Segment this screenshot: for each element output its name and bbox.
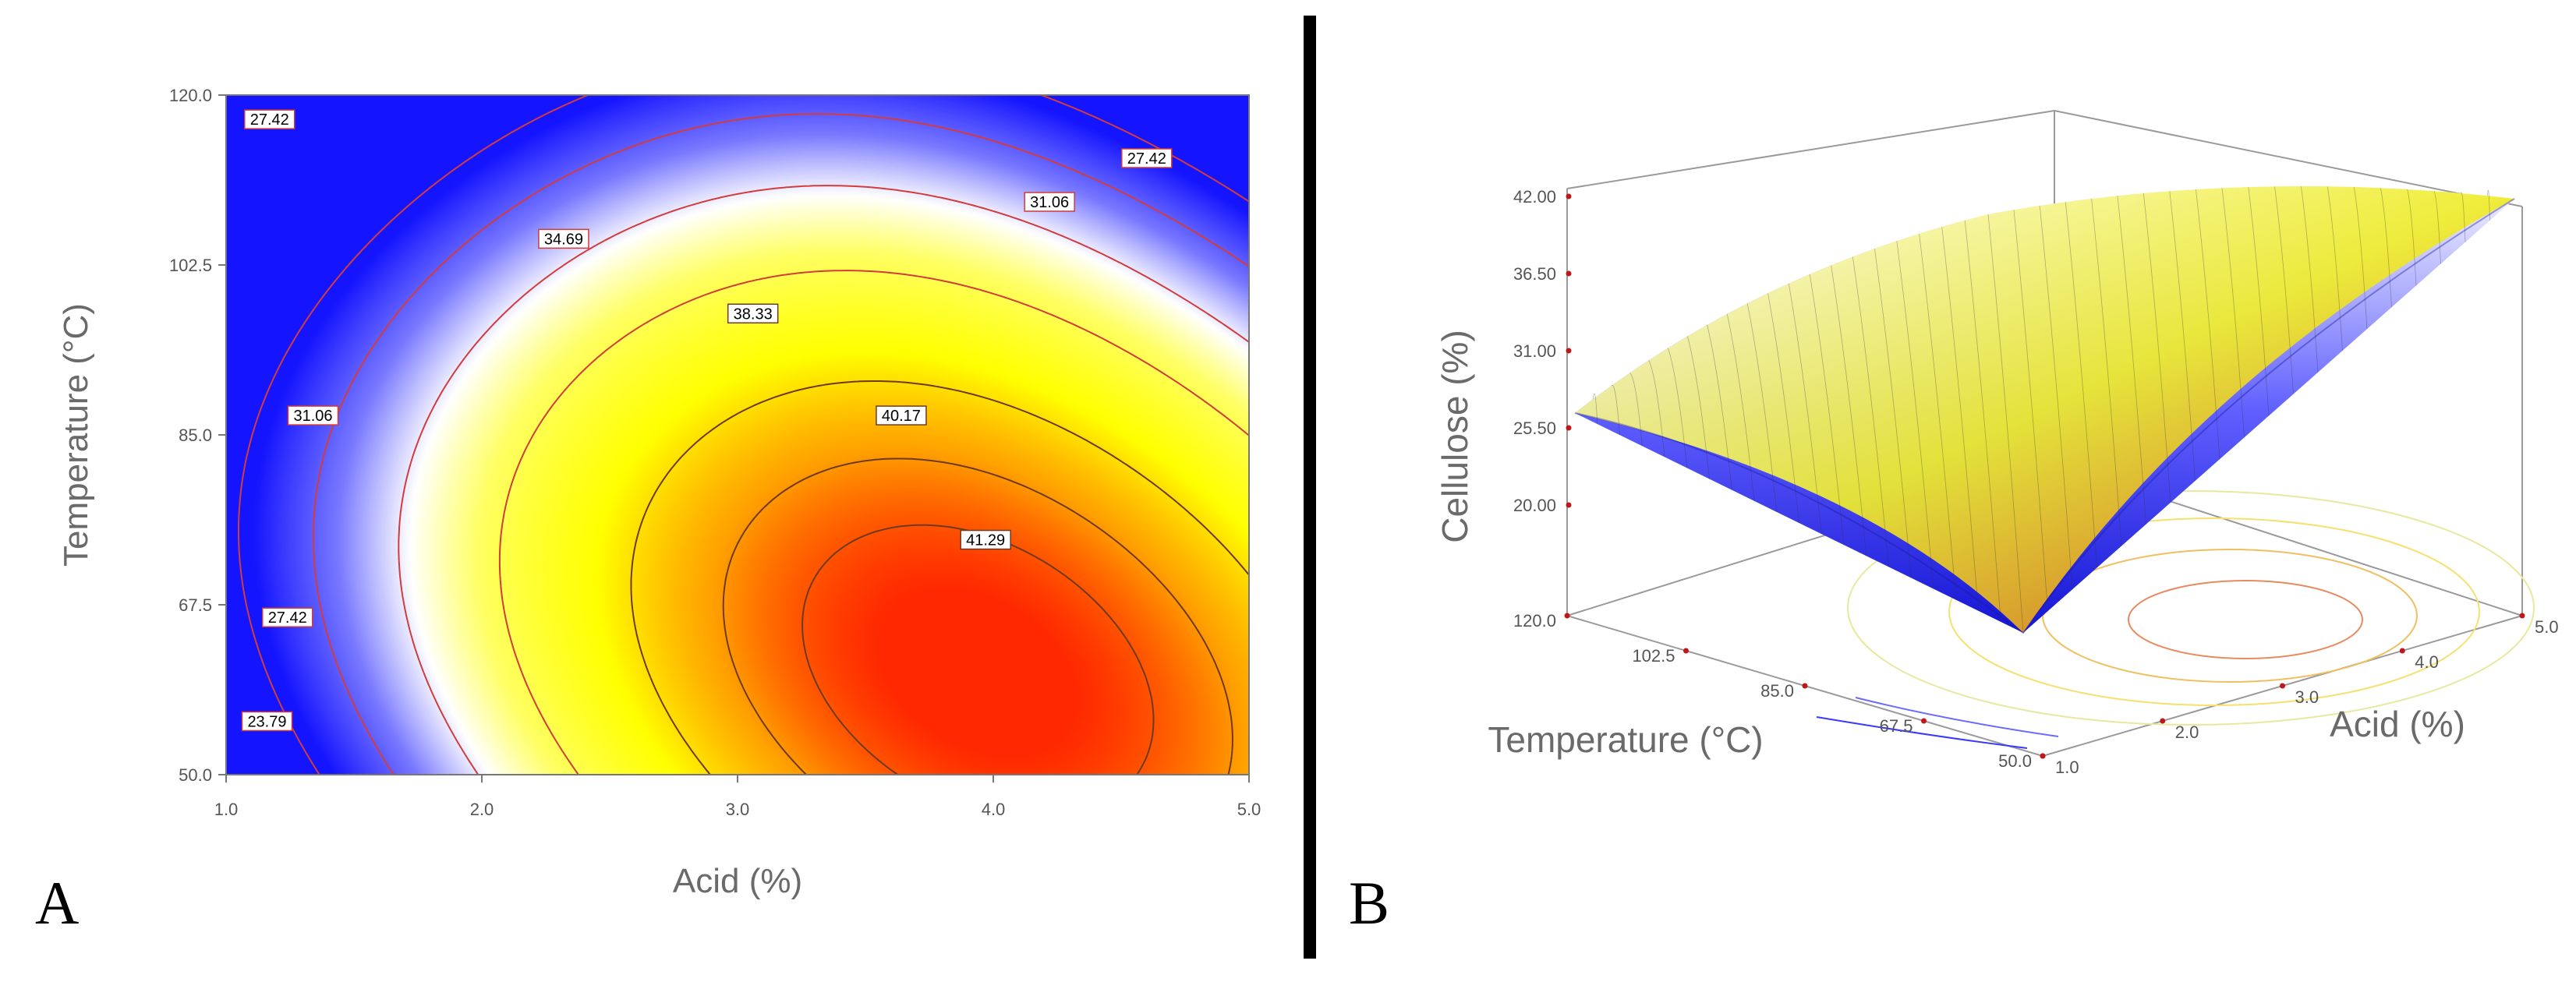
- acid-tick-label: 5.0: [2535, 617, 2559, 637]
- contour-label: 27.42: [1121, 148, 1173, 168]
- z-tick-label: 25.50: [1513, 419, 1556, 438]
- temperature-tick-label: 120.0: [1513, 611, 1556, 630]
- acid-axis-label: Acid (%): [2330, 704, 2465, 744]
- acid-tick-label: 2.0: [2175, 722, 2199, 742]
- y-axis-ticks: 50.0 67.5 85.0 102.5 120.0: [169, 86, 226, 785]
- panel-letter-a: A: [35, 869, 79, 937]
- z-tick-mark: [1566, 193, 1572, 200]
- x-axis-ticks: 1.0 2.0 3.0 4.0 5.0: [214, 775, 1261, 819]
- contour-line: [630, 380, 1249, 775]
- y-tick-label: 50.0: [179, 765, 212, 785]
- contour-label: 31.06: [1024, 192, 1075, 212]
- contour-lines: [238, 95, 1249, 775]
- contour-line: [498, 270, 1249, 775]
- contour-labels: 27.42 27.42 31.06 34.69 38.33 31.06 40.17 41.29…: [241, 109, 1173, 732]
- z-tick-mark: [1566, 425, 1572, 431]
- x-axis-label: Acid (%): [673, 862, 802, 900]
- x-tick-label: 5.0: [1237, 800, 1261, 819]
- svg-text:31.06: 31.06: [293, 408, 332, 425]
- acid-tick-mark: [2040, 753, 2046, 759]
- z-tick-mark: [1566, 270, 1572, 277]
- contour-label: 31.06: [287, 405, 339, 426]
- y-tick-label: 102.5: [169, 256, 212, 275]
- contour-label: 27.42: [261, 607, 313, 627]
- temperature-axis-ticks: 120.0 102.5 85.0 67.5 50.0: [1513, 611, 2046, 771]
- temperature-tick-mark: [1921, 718, 1927, 724]
- z-tick-label: 42.00: [1513, 187, 1556, 207]
- svg-text:40.17: 40.17: [882, 408, 921, 425]
- surface-top: [1575, 186, 2514, 633]
- temperature-tick-label: 85.0: [1760, 681, 1794, 701]
- contour-line: [398, 185, 1249, 775]
- surface-mesh: [1592, 185, 2490, 634]
- contour-line: [312, 113, 1249, 775]
- temperature-tick-label: 50.0: [1998, 751, 2032, 771]
- x-tick-label: 3.0: [726, 800, 750, 819]
- z-tick-label: 31.00: [1513, 341, 1556, 361]
- z-tick-mark: [1566, 502, 1572, 508]
- y-tick-label: 120.0: [169, 86, 212, 105]
- panel-letter-b: B: [1349, 869, 1389, 937]
- temperature-tick-mark: [1802, 683, 1808, 689]
- svg-text:38.33: 38.33: [734, 306, 773, 323]
- z-tick-label: 36.50: [1513, 264, 1556, 284]
- acid-tick-mark: [2399, 648, 2405, 654]
- y-axis-label: Temperature (°C): [57, 303, 95, 567]
- contour-label: 34.69: [538, 228, 589, 249]
- surface-plot: 42.00 36.50 31.00 25.50 20.00 120.0 102.5 85.0…: [1349, 110, 2559, 937]
- contour-heatmap: [226, 95, 1249, 775]
- acid-tick-label: 4.0: [2415, 652, 2439, 672]
- panel-divider: [1304, 16, 1316, 959]
- floor-contours: [1816, 490, 2535, 749]
- contour-label: 40.17: [876, 405, 927, 426]
- temperature-tick-mark: [1564, 613, 1570, 619]
- svg-text:41.29: 41.29: [966, 532, 1005, 549]
- contour-line: [238, 95, 1249, 775]
- svg-text:27.42: 27.42: [250, 111, 289, 129]
- y-tick-label: 85.0: [179, 426, 212, 445]
- svg-text:27.42: 27.42: [1127, 150, 1166, 168]
- x-tick-label: 4.0: [982, 800, 1006, 819]
- z-axis-label: Cellulose (%): [1435, 330, 1475, 543]
- x-tick-label: 2.0: [470, 800, 494, 819]
- x-tick-label: 1.0: [214, 800, 239, 819]
- z-axis-ticks: 42.00 36.50 31.00 25.50 20.00: [1513, 187, 1572, 515]
- contour-label: 27.42: [244, 109, 295, 129]
- contour-plot: 27.42 27.42 31.06 34.69 38.33 31.06 40.17 41.29…: [35, 86, 1261, 937]
- contour-line: [722, 457, 1233, 775]
- acid-tick-mark: [2160, 718, 2166, 724]
- svg-text:23.79: 23.79: [247, 713, 286, 730]
- svg-text:34.69: 34.69: [544, 231, 583, 248]
- z-tick-mark: [1566, 348, 1572, 354]
- contour-label: 23.79: [241, 711, 293, 732]
- acid-tick-mark: [2519, 613, 2525, 619]
- z-tick-label: 20.00: [1513, 496, 1556, 515]
- acid-axis-ticks: 1.0 2.0 3.0 4.0 5.0: [2040, 613, 2559, 777]
- temperature-tick-mark: [1683, 648, 1689, 654]
- temperature-axis-label: Temperature (°C): [1488, 719, 1763, 760]
- contour-label: 41.29: [960, 529, 1011, 550]
- y-tick-label: 67.5: [179, 595, 212, 615]
- svg-text:27.42: 27.42: [268, 609, 307, 627]
- acid-tick-label: 3.0: [2295, 687, 2319, 707]
- temperature-tick-label: 67.5: [1880, 716, 1913, 736]
- svg-text:31.06: 31.06: [1030, 194, 1069, 211]
- contour-label: 38.33: [727, 303, 779, 324]
- temperature-tick-label: 102.5: [1632, 646, 1675, 666]
- acid-tick-label: 1.0: [2055, 758, 2079, 777]
- acid-tick-mark: [2280, 683, 2285, 689]
- contour-line: [801, 524, 1155, 775]
